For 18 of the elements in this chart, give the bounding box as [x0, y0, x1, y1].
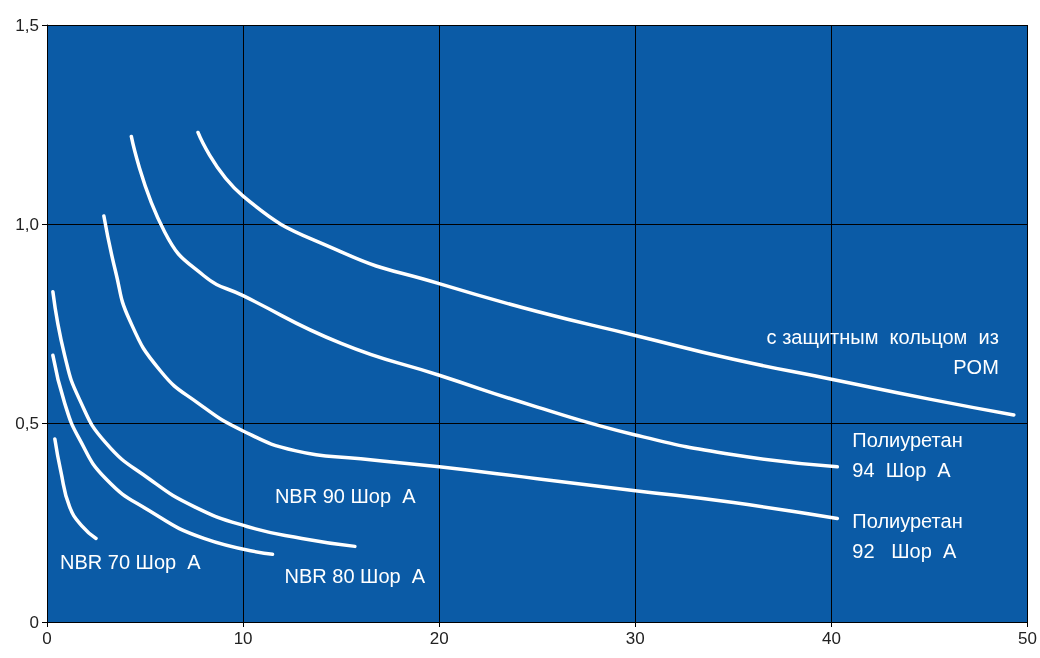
x-tick-label: 40 — [821, 629, 841, 648]
line-series — [196, 130, 1016, 417]
x-tick-label: 0 — [42, 629, 52, 648]
y-tick-label: 0,5 — [15, 413, 39, 433]
x-tick-label: 50 — [1018, 629, 1038, 648]
series-label: Полиуретан 94 Шор A — [852, 428, 963, 481]
y-tick-label: 1,5 — [15, 15, 39, 35]
line-series — [51, 353, 275, 557]
y-tick-label: 0 — [29, 612, 39, 632]
line-series — [53, 437, 98, 541]
series-label: NBR 80 Шор A — [284, 565, 426, 588]
series-label: Полиуретан 92 Шор A — [852, 509, 963, 562]
series-label: NBR 70 Шор A — [60, 551, 202, 574]
x-tick-label: 30 — [625, 629, 645, 648]
x-tick-label: 10 — [233, 629, 253, 648]
x-tick-label: 20 — [429, 629, 449, 648]
series-label: NBR 90 Шор A — [274, 485, 417, 508]
y-tick-label: 1,0 — [15, 214, 39, 234]
